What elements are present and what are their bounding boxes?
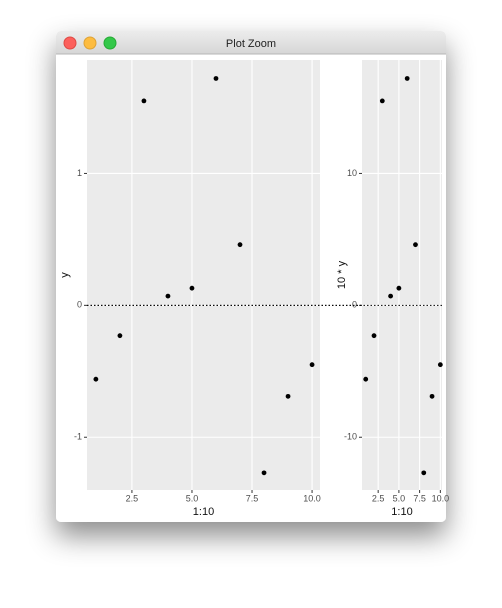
point [309,362,315,368]
x-tick-label: 7.5 [246,493,259,503]
x-tick-label: 10.0 [303,493,321,503]
zoom-button[interactable] [103,36,117,50]
x-tick-label: 5.0 [393,493,406,503]
point [93,376,99,382]
y-tick-label: 10 [347,168,357,178]
x-axis-title: 1:10 [391,506,412,518]
y-tick-label: 0 [77,300,82,310]
point [261,470,267,476]
point [421,470,427,476]
point [437,362,443,368]
point [189,285,195,291]
window-title: Plot Zoom [226,38,276,50]
x-tick-label: 10.0 [432,493,450,503]
point [396,285,402,291]
x-tick-label: 7.5 [413,493,426,503]
point [165,293,171,299]
x-axis-title: 1:10 [193,506,214,518]
panel [87,60,320,490]
x-tick-label: 5.0 [186,493,199,503]
point [363,376,369,382]
point [213,76,219,81]
y-tick-label: -10 [344,432,357,442]
y-axis-title: y [59,272,71,278]
panel [362,60,442,490]
minimize-button[interactable] [83,36,97,50]
point [237,242,243,248]
x-tick-label: 2.5 [126,493,139,503]
close-button[interactable] [63,36,77,50]
point [141,98,147,104]
y-tick-label: 0 [352,300,357,310]
point [379,98,385,104]
point [285,393,291,399]
point [117,333,123,339]
x-tick-label: 2.5 [372,493,385,503]
point [404,76,410,81]
y-tick-label: -1 [74,432,82,442]
point [388,293,394,299]
point [371,333,377,339]
point [429,393,435,399]
title-bar [56,31,446,54]
point [413,242,418,248]
y-tick-label: 1 [77,168,82,178]
y-axis-title: 10 * y [336,260,348,289]
